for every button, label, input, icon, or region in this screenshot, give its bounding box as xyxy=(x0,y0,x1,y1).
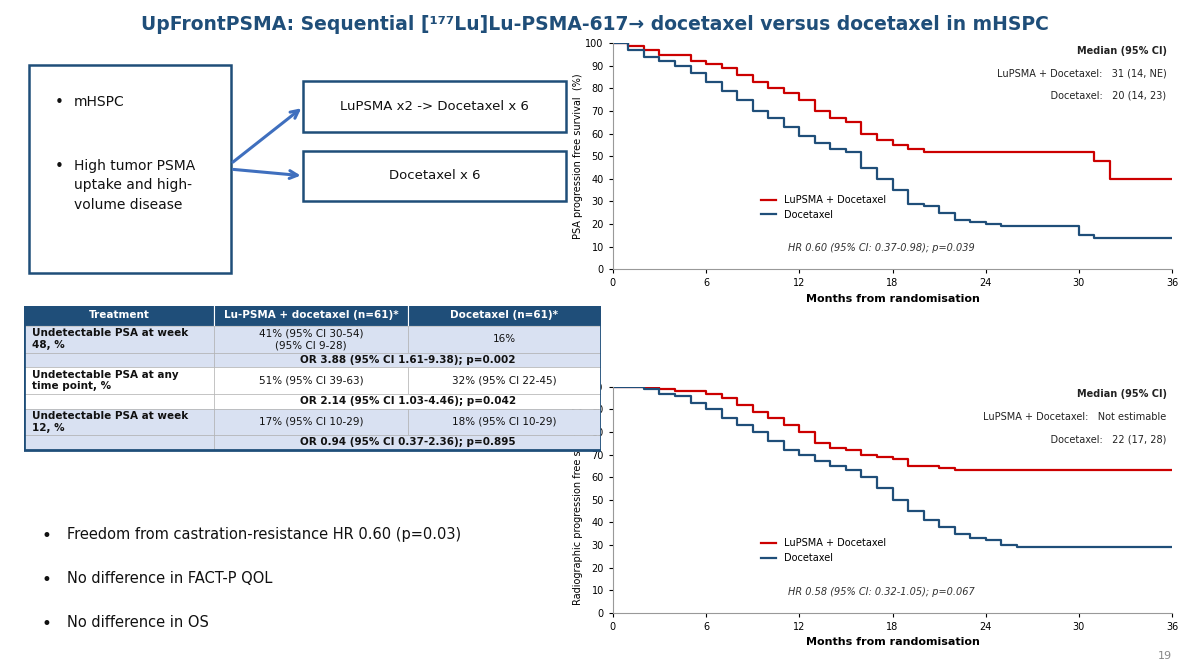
Text: 16%: 16% xyxy=(493,334,515,344)
Text: 19: 19 xyxy=(1158,651,1172,661)
X-axis label: Months from randomisation: Months from randomisation xyxy=(806,294,979,304)
Bar xyxy=(408,408,601,435)
Bar xyxy=(214,326,408,352)
Text: Docetaxel:   20 (14, 23): Docetaxel: 20 (14, 23) xyxy=(1014,91,1166,101)
Text: mHSPC: mHSPC xyxy=(74,95,125,109)
Text: LuPSMA + Docetaxel:   Not estimable: LuPSMA + Docetaxel: Not estimable xyxy=(983,412,1166,422)
Bar xyxy=(24,394,214,408)
Text: Undetectable PSA at week
48, %: Undetectable PSA at week 48, % xyxy=(32,328,189,350)
Text: OR 3.88 (95% CI 1.61-9.38); p=0.002: OR 3.88 (95% CI 1.61-9.38); p=0.002 xyxy=(300,355,515,365)
Text: 51% (95% CI 39-63): 51% (95% CI 39-63) xyxy=(258,376,363,386)
Text: •: • xyxy=(42,527,51,545)
Text: 18% (95% CI 10-29): 18% (95% CI 10-29) xyxy=(452,417,557,427)
Text: Undetectable PSA at week
12, %: Undetectable PSA at week 12, % xyxy=(32,411,189,433)
Bar xyxy=(214,394,601,408)
Text: OR 2.14 (95% CI 1.03-4.46); p=0.042: OR 2.14 (95% CI 1.03-4.46); p=0.042 xyxy=(300,396,515,406)
Text: •: • xyxy=(55,159,63,174)
Bar xyxy=(408,304,601,326)
Bar xyxy=(24,435,214,450)
Text: Docetaxel x 6: Docetaxel x 6 xyxy=(389,169,481,182)
Bar xyxy=(214,408,408,435)
Text: HR 0.58 (95% CI: 0.32-1.05); p=0.067: HR 0.58 (95% CI: 0.32-1.05); p=0.067 xyxy=(788,587,975,597)
Text: Median (95% CI): Median (95% CI) xyxy=(1077,45,1166,55)
Bar xyxy=(214,304,408,326)
Text: 17% (95% CI 10-29): 17% (95% CI 10-29) xyxy=(258,417,363,427)
Bar xyxy=(214,367,408,394)
Text: Docetaxel:   22 (17, 28): Docetaxel: 22 (17, 28) xyxy=(1013,434,1166,444)
Text: No difference in FACT-P QOL: No difference in FACT-P QOL xyxy=(67,571,273,587)
Text: LuPSMA x2 -> Docetaxel x 6: LuPSMA x2 -> Docetaxel x 6 xyxy=(340,100,530,113)
Text: Docetaxel (n=61)*: Docetaxel (n=61)* xyxy=(450,310,558,320)
Bar xyxy=(408,367,601,394)
Bar xyxy=(24,367,214,394)
Text: Freedom from castration-resistance HR 0.60 (p=0.03): Freedom from castration-resistance HR 0.… xyxy=(67,527,462,543)
Text: High tumor PSMA
uptake and high-
volume disease: High tumor PSMA uptake and high- volume … xyxy=(74,159,195,212)
Text: Median (95% CI): Median (95% CI) xyxy=(1077,389,1166,399)
Bar xyxy=(303,151,566,201)
Bar xyxy=(24,408,214,435)
Y-axis label: Radiographic progression free survival  (%): Radiographic progression free survival (… xyxy=(572,394,583,605)
Text: LuPSMA + Docetaxel:   31 (14, NE): LuPSMA + Docetaxel: 31 (14, NE) xyxy=(997,68,1166,78)
Text: •: • xyxy=(55,95,63,110)
X-axis label: Months from randomisation: Months from randomisation xyxy=(806,637,979,647)
Text: UpFrontPSMA: Sequential [¹⁷⁷Lu]Lu-PSMA-617→ docetaxel versus docetaxel in mHSPC: UpFrontPSMA: Sequential [¹⁷⁷Lu]Lu-PSMA-6… xyxy=(142,15,1048,35)
Text: No difference in OS: No difference in OS xyxy=(67,615,209,631)
Bar xyxy=(214,435,601,450)
Text: Undetectable PSA at any
time point, %: Undetectable PSA at any time point, % xyxy=(32,370,178,392)
Text: 32% (95% CI 22-45): 32% (95% CI 22-45) xyxy=(452,376,557,386)
Bar xyxy=(24,326,214,352)
Legend: LuPSMA + Docetaxel, Docetaxel: LuPSMA + Docetaxel, Docetaxel xyxy=(758,535,890,567)
Bar xyxy=(24,352,214,367)
Bar xyxy=(24,304,214,326)
Text: HR 0.60 (95% CI: 0.37-0.98); p=0.039: HR 0.60 (95% CI: 0.37-0.98); p=0.039 xyxy=(788,244,975,254)
Text: OR 0.94 (95% CI 0.37-2.36); p=0.895: OR 0.94 (95% CI 0.37-2.36); p=0.895 xyxy=(300,438,515,448)
Text: 41% (95% CI 30-54)
(95% CI 9-28): 41% (95% CI 30-54) (95% CI 9-28) xyxy=(258,328,363,350)
Text: •: • xyxy=(42,615,51,633)
Bar xyxy=(408,326,601,352)
Bar xyxy=(24,304,601,450)
Y-axis label: PSA progression free survival  (%): PSA progression free survival (%) xyxy=(572,73,583,239)
Text: Treatment: Treatment xyxy=(88,310,150,320)
Bar xyxy=(303,81,566,132)
Text: Lu-PSMA + docetaxel (n=61)*: Lu-PSMA + docetaxel (n=61)* xyxy=(224,310,399,320)
Bar xyxy=(214,352,601,367)
Legend: LuPSMA + Docetaxel, Docetaxel: LuPSMA + Docetaxel, Docetaxel xyxy=(758,191,890,224)
Text: •: • xyxy=(42,571,51,589)
Bar xyxy=(30,65,231,273)
